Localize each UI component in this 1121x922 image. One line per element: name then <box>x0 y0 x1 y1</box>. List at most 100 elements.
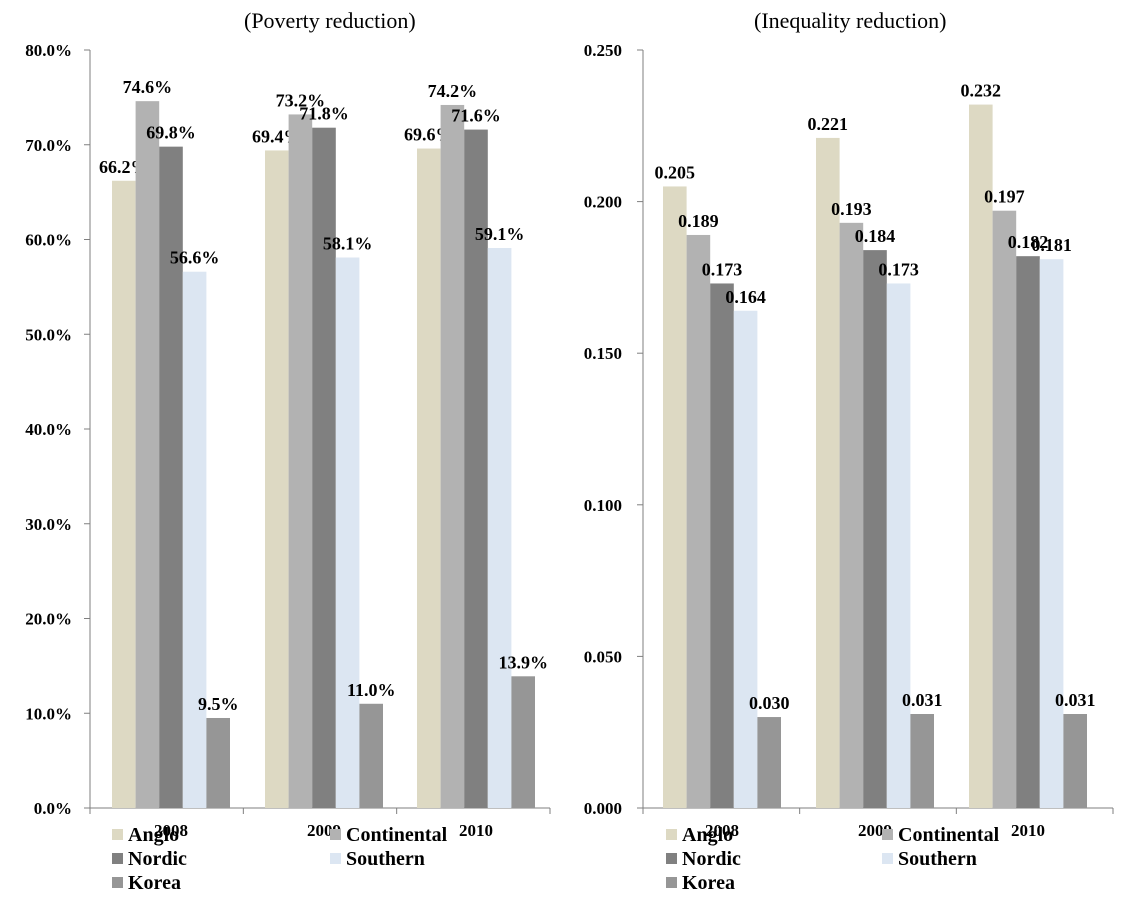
bar-korea-2008 <box>206 718 230 808</box>
legend-item-anglo: Anglo <box>666 824 733 846</box>
legend-label: Korea <box>682 872 735 894</box>
y-tick-label: 40.0% <box>25 420 72 439</box>
data-label: 0.181 <box>1031 235 1072 255</box>
bar-korea-2009 <box>359 704 383 808</box>
bar-anglo-2008 <box>663 186 687 808</box>
bar-continental-2008 <box>687 235 711 808</box>
legend-label: Southern <box>346 848 425 870</box>
y-tick-label: 0.0% <box>34 799 72 818</box>
y-tick-label: 0.150 <box>584 344 622 363</box>
data-label: 13.9% <box>498 652 548 672</box>
legend-swatch <box>112 853 123 864</box>
legend-item-nordic: Nordic <box>666 848 741 870</box>
legend-label: Nordic <box>128 848 187 870</box>
bar-korea-2008 <box>757 717 781 808</box>
data-label: 0.193 <box>831 199 872 219</box>
legend-swatch <box>330 853 341 864</box>
data-label: 0.030 <box>749 693 790 713</box>
bar-anglo-2009 <box>265 150 289 808</box>
bar-continental-2008 <box>136 101 160 808</box>
data-label: 74.2% <box>428 81 478 101</box>
bar-nordic-2009 <box>863 250 887 808</box>
legend-label: Anglo <box>682 824 733 846</box>
bar-nordic-2010 <box>1016 256 1040 808</box>
data-label: 11.0% <box>347 680 396 700</box>
chart-poverty: 0.0% 10.0% 20.0% 30.0% 40.0% 50.0% 60.0% 70.0% 8… <box>25 41 550 894</box>
bar-anglo-2008 <box>112 181 136 808</box>
legend-item-continental: Continental <box>882 824 1000 846</box>
legend-label: Korea <box>128 872 181 894</box>
bar-southern-2009 <box>887 283 911 808</box>
x-tick-label: 2010 <box>1011 821 1045 840</box>
legend-label: Nordic <box>682 848 741 870</box>
y-tick-label: 0.100 <box>584 496 622 515</box>
legend-item-southern: Southern <box>882 848 977 870</box>
bar-anglo-2009 <box>816 138 840 808</box>
y-tick-label: 50.0% <box>25 325 72 344</box>
bar-nordic-2009 <box>312 128 336 808</box>
data-label: 0.184 <box>855 226 896 246</box>
legend-item-nordic: Nordic <box>112 848 187 870</box>
data-label: 0.197 <box>984 187 1025 207</box>
legend-item-korea: Korea <box>666 872 735 894</box>
bar-anglo-2010 <box>417 149 441 808</box>
legend-swatch <box>666 877 677 888</box>
y-tick-label: 70.0% <box>25 136 72 155</box>
bar-anglo-2010 <box>969 105 993 808</box>
bar-southern-2010 <box>488 248 512 808</box>
data-label: 0.173 <box>878 259 919 279</box>
legend-swatch <box>666 853 677 864</box>
bar-southern-2008 <box>734 311 758 808</box>
bar-korea-2010 <box>1063 714 1087 808</box>
data-label: 71.6% <box>451 106 501 126</box>
data-label: 71.8% <box>299 104 349 124</box>
bar-nordic-2008 <box>710 283 734 808</box>
legend-item-anglo: Anglo <box>112 824 179 846</box>
data-label: 69.8% <box>146 123 196 143</box>
legend-swatch <box>112 829 123 840</box>
bar-korea-2010 <box>511 676 535 808</box>
legend-swatch <box>666 829 677 840</box>
legend-item-continental: Continental <box>330 824 448 846</box>
y-tick-label: 80.0% <box>25 41 72 60</box>
data-label: 0.221 <box>808 114 849 134</box>
y-tick-label: 0.200 <box>584 193 622 212</box>
y-tick-label: 0.050 <box>584 647 622 666</box>
data-label: 58.1% <box>323 234 373 254</box>
y-tick-label: 0.000 <box>584 799 622 818</box>
data-label: 0.205 <box>655 162 696 182</box>
bar-southern-2009 <box>336 258 360 808</box>
y-tick-label: 60.0% <box>25 231 72 250</box>
y-tick-label: 10.0% <box>25 704 72 723</box>
data-label: 56.6% <box>170 248 220 268</box>
bar-korea-2009 <box>910 714 934 808</box>
data-label: 0.232 <box>961 81 1002 101</box>
y-tick-label: 0.250 <box>584 41 622 60</box>
data-label: 9.5% <box>198 694 239 714</box>
legend-item-southern: Southern <box>330 848 425 870</box>
legend-swatch <box>112 877 123 888</box>
data-label: 74.6% <box>123 77 173 97</box>
data-label: 0.031 <box>1055 690 1096 710</box>
bar-continental-2010 <box>993 211 1017 808</box>
x-tick-label: 2010 <box>459 821 493 840</box>
bar-southern-2010 <box>1040 259 1064 808</box>
legend-item-korea: Korea <box>112 872 181 894</box>
bar-continental-2009 <box>289 114 313 808</box>
y-tick-label: 30.0% <box>25 515 72 534</box>
data-label: 0.031 <box>902 690 943 710</box>
data-label: 0.173 <box>702 259 743 279</box>
legend-swatch <box>882 829 893 840</box>
y-tick-label: 20.0% <box>25 610 72 629</box>
bar-nordic-2008 <box>159 147 183 808</box>
bar-continental-2009 <box>840 223 864 808</box>
legend-label: Southern <box>898 848 977 870</box>
data-label: 0.189 <box>678 211 719 231</box>
legend-swatch <box>882 853 893 864</box>
legend-label: Anglo <box>128 824 179 846</box>
data-label: 0.164 <box>725 287 766 307</box>
legend-swatch <box>330 829 341 840</box>
bar-continental-2010 <box>441 105 465 808</box>
